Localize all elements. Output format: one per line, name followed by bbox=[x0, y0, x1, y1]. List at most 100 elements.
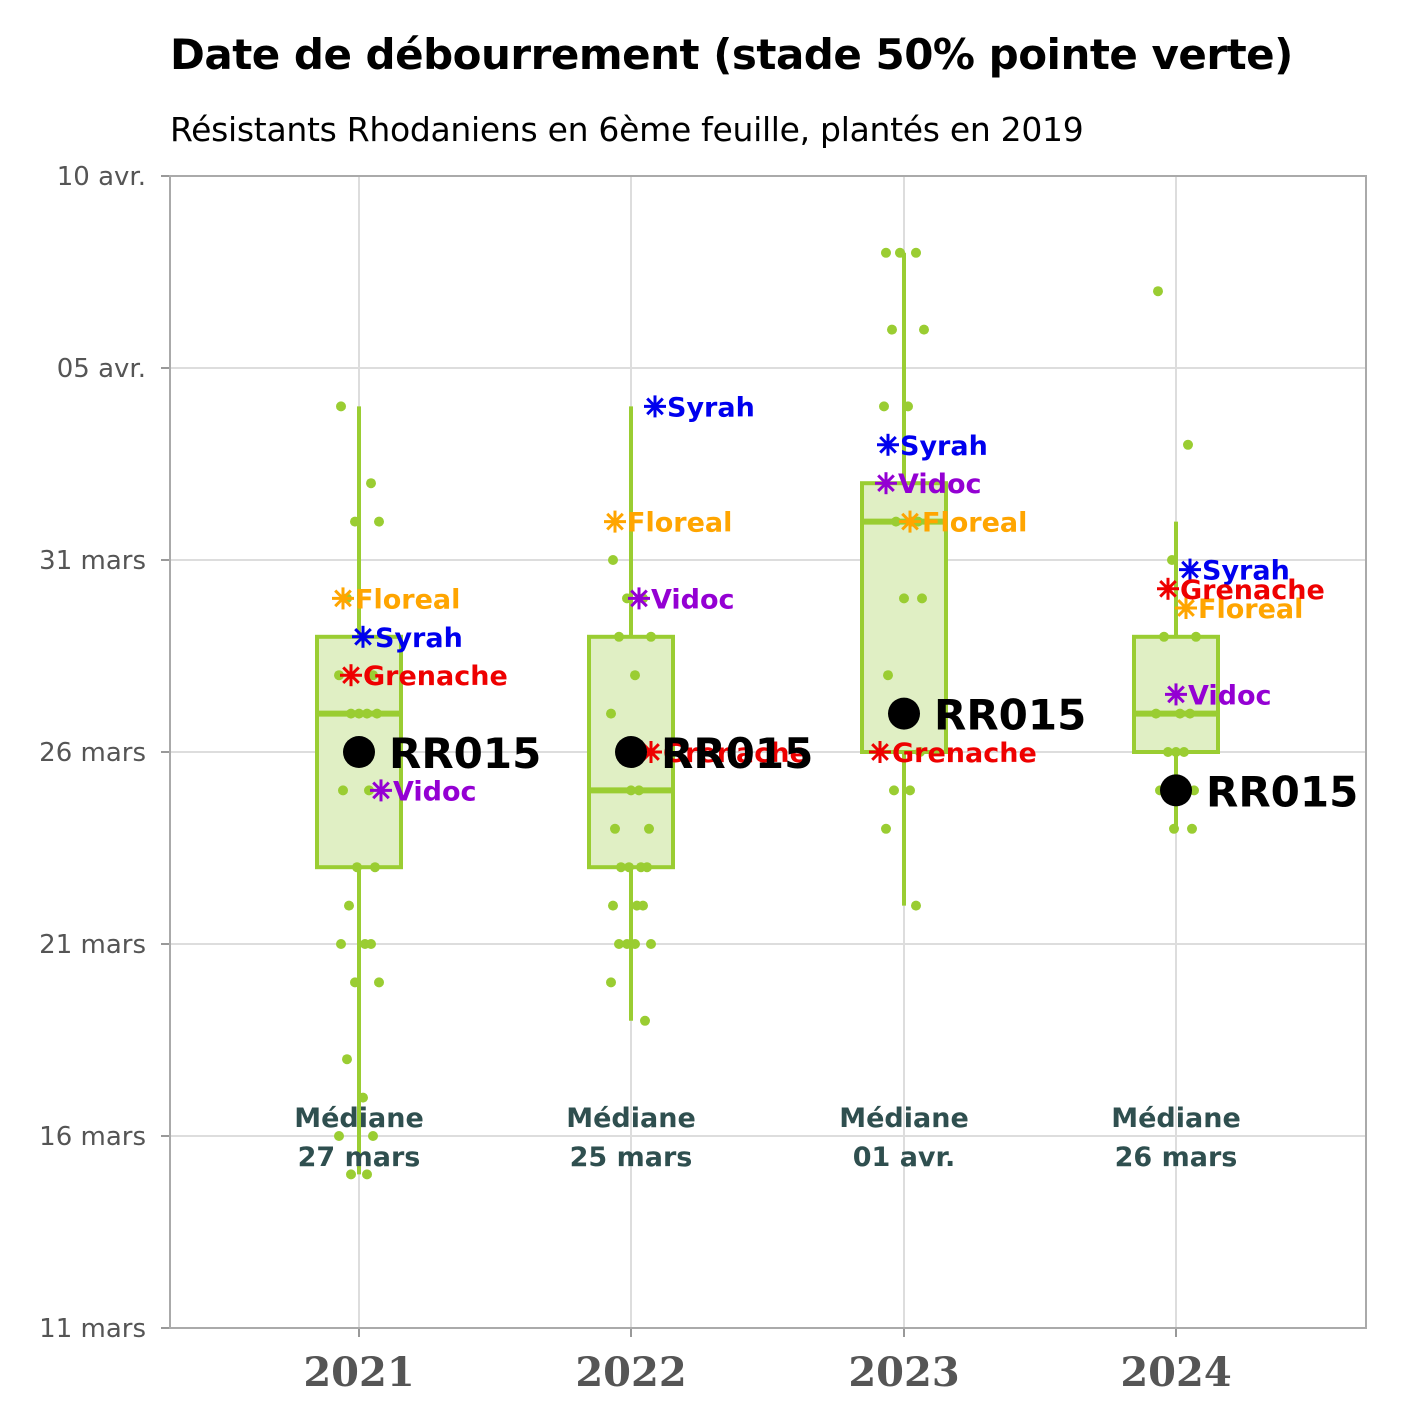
asterisk-stroke bbox=[879, 435, 897, 454]
data-point bbox=[895, 247, 905, 258]
data-point bbox=[614, 631, 624, 642]
data-point bbox=[1167, 555, 1177, 565]
data-point bbox=[370, 862, 380, 873]
data-point bbox=[642, 862, 652, 873]
data-point bbox=[354, 708, 364, 719]
y-tick-label: 05 avr. bbox=[57, 354, 146, 384]
data-point bbox=[887, 324, 897, 335]
data-point bbox=[1171, 747, 1181, 757]
variety-label: Floreal bbox=[627, 508, 732, 539]
reference-dot bbox=[1160, 774, 1192, 807]
data-point bbox=[881, 247, 891, 258]
data-point bbox=[358, 1092, 368, 1103]
reference-dot bbox=[615, 736, 647, 768]
y-tick-label: 21 mars bbox=[39, 930, 146, 960]
variety-label: Vidoc bbox=[1188, 680, 1272, 711]
data-point bbox=[883, 670, 893, 681]
variety-label: Vidoc bbox=[651, 584, 735, 615]
data-point bbox=[364, 785, 374, 796]
data-point bbox=[338, 785, 348, 796]
data-point bbox=[899, 593, 909, 604]
data-point bbox=[336, 401, 346, 412]
data-point bbox=[919, 324, 929, 335]
data-point bbox=[1185, 708, 1195, 719]
data-point bbox=[1159, 631, 1169, 642]
x-tick-label: 2022 bbox=[575, 1349, 686, 1396]
data-point bbox=[344, 900, 354, 911]
data-point bbox=[614, 939, 624, 949]
data-points bbox=[334, 247, 1201, 1180]
asterisk-icon bbox=[1175, 597, 1197, 619]
asterisk-stroke bbox=[1159, 579, 1177, 598]
axes: 11 mars 16 mars 21 mars 26 mars 31 mars 05 av… bbox=[39, 162, 1367, 1396]
data-point bbox=[1175, 708, 1185, 719]
variety-label: Syrah bbox=[375, 623, 463, 654]
data-point bbox=[1163, 747, 1173, 757]
x-tick-label: 2023 bbox=[848, 1349, 959, 1396]
reference-label: RR015 bbox=[389, 729, 541, 778]
variety-label: Floreal bbox=[922, 508, 1027, 539]
asterisk-stroke bbox=[630, 589, 648, 608]
variety-label: Grenache bbox=[1180, 575, 1325, 606]
variety-label: Syrah bbox=[667, 392, 755, 423]
asterisk-stroke bbox=[871, 743, 889, 761]
asterisk-stroke bbox=[1177, 599, 1195, 617]
data-point bbox=[1169, 823, 1179, 834]
data-point bbox=[1179, 747, 1189, 757]
data-point bbox=[630, 670, 640, 681]
data-point bbox=[368, 1131, 378, 1141]
data-point bbox=[1191, 631, 1201, 642]
asterisk-icon bbox=[875, 472, 897, 495]
data-point bbox=[366, 478, 376, 489]
data-point bbox=[610, 823, 620, 834]
median-label-date: 27 mars bbox=[298, 1142, 421, 1173]
data-point bbox=[334, 1131, 344, 1141]
asterisk-stroke bbox=[354, 627, 372, 646]
y-tick-label: 16 mars bbox=[39, 1122, 146, 1152]
y-tick-label: 11 mars bbox=[39, 1314, 146, 1344]
asterisk-icon bbox=[1157, 577, 1179, 600]
chart-subtitle: Résistants Rhodaniens en 6ème feuille, p… bbox=[170, 110, 1084, 149]
asterisk-stroke bbox=[372, 781, 390, 800]
y-tick-label: 31 mars bbox=[39, 546, 146, 576]
data-point bbox=[346, 1169, 356, 1180]
variety-label: Grenache bbox=[663, 738, 808, 769]
data-point bbox=[917, 593, 927, 604]
data-point bbox=[374, 516, 384, 527]
asterisk-stroke bbox=[342, 666, 360, 685]
median-label-title: Médiane bbox=[294, 1103, 424, 1134]
data-point bbox=[372, 708, 382, 719]
data-point bbox=[626, 785, 636, 796]
asterisk-stroke bbox=[1181, 560, 1199, 579]
asterisk-stroke bbox=[1167, 685, 1185, 704]
data-point bbox=[608, 555, 618, 565]
data-point bbox=[362, 1169, 372, 1180]
data-point bbox=[640, 1015, 650, 1026]
data-point bbox=[1187, 823, 1197, 834]
data-point bbox=[646, 939, 656, 949]
data-point bbox=[622, 939, 632, 949]
asterisk-icon bbox=[332, 587, 354, 610]
reference-markers: RR015 RR015 RR015 RR015 bbox=[343, 691, 1358, 816]
reference-label: RR015 bbox=[934, 691, 1086, 740]
reference-dot bbox=[343, 736, 375, 768]
chart-title: Date de débourrement (stade 50% pointe v… bbox=[170, 30, 1293, 79]
median-label-title: Médiane bbox=[839, 1103, 969, 1134]
asterisk-stroke bbox=[646, 397, 664, 416]
asterisk-icon bbox=[628, 587, 650, 610]
variety-label: Syrah bbox=[900, 431, 988, 462]
data-point bbox=[606, 708, 616, 719]
asterisk-icon bbox=[644, 395, 666, 418]
data-point bbox=[889, 785, 899, 796]
data-point bbox=[915, 747, 925, 757]
data-point bbox=[646, 631, 656, 642]
asterisk-icon bbox=[352, 625, 374, 648]
data-point bbox=[342, 1054, 352, 1065]
variety-markers: Syrah Syrah Syrah Syrah Floreal Floreal Florea… bbox=[332, 392, 1325, 807]
data-point bbox=[624, 862, 634, 873]
asterisk-stroke bbox=[334, 589, 352, 608]
data-point bbox=[911, 900, 921, 911]
data-point bbox=[350, 977, 360, 988]
data-point bbox=[362, 708, 372, 719]
